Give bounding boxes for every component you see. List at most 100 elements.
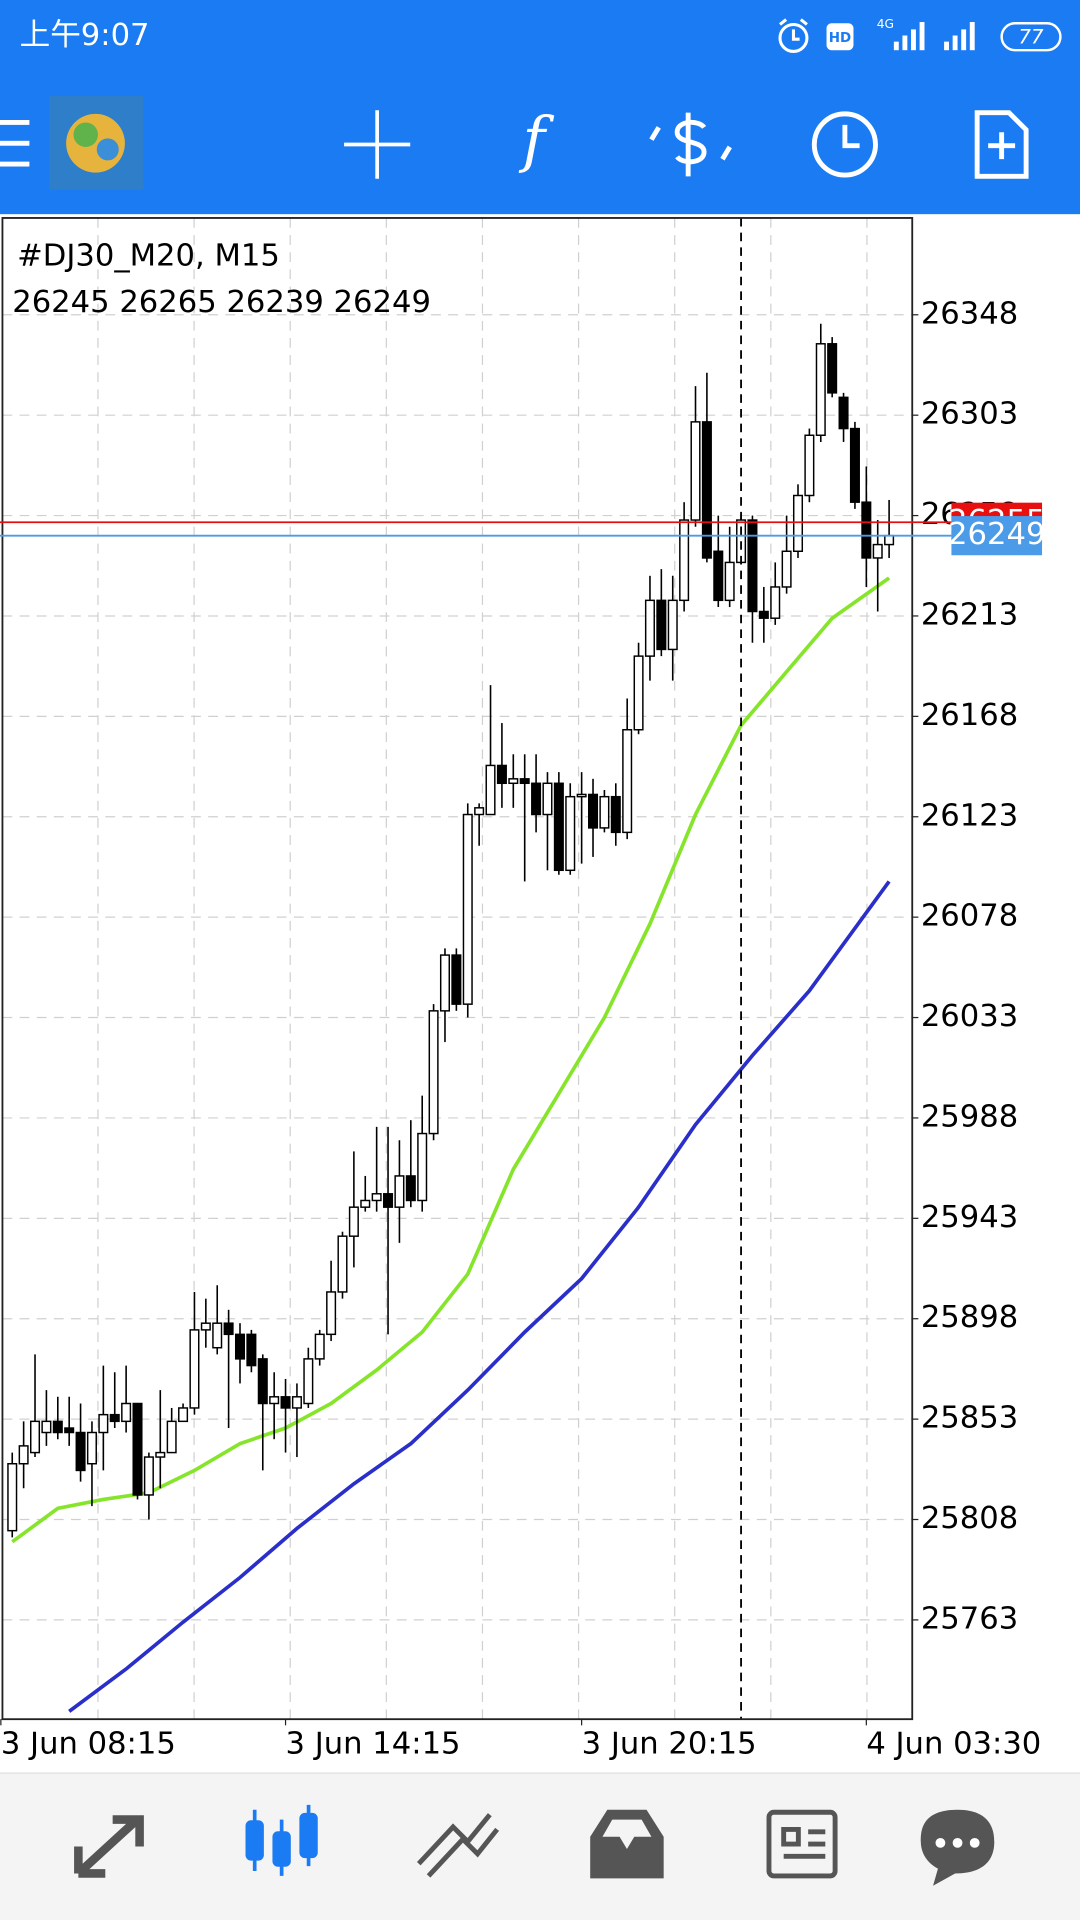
candle-body	[439, 954, 450, 1012]
candle-body	[383, 1193, 394, 1208]
battery-level: 77	[1019, 25, 1044, 48]
app-bar	[0, 0, 1080, 215]
candle-body	[64, 1427, 75, 1434]
y-tick-label: 25808	[921, 1501, 1018, 1536]
candle-body	[519, 778, 530, 785]
candle-body	[485, 764, 496, 816]
period-button[interactable]	[811, 111, 878, 178]
quotes-tab[interactable]	[74, 1815, 144, 1878]
candle-body	[41, 1420, 52, 1434]
menu-button[interactable]	[0, 120, 30, 167]
candle-body	[462, 813, 473, 1005]
trade-button[interactable]	[649, 112, 732, 177]
candle-body	[178, 1407, 189, 1423]
candle-body	[30, 1420, 41, 1454]
candle-body	[804, 434, 815, 497]
news-tab[interactable]	[766, 1809, 838, 1879]
x-tick-label: 3 Jun 14:15	[286, 1726, 461, 1761]
chart-title: #DJ30_M20, M15	[17, 239, 280, 274]
candle-body	[553, 782, 564, 872]
y-tick-label: 25898	[921, 1300, 1018, 1335]
hd-badge	[826, 23, 854, 51]
alarm-icon	[778, 18, 809, 53]
y-tick-label: 26078	[921, 899, 1018, 934]
x-tick-label: 3 Jun 08:15	[1, 1726, 176, 1761]
candle-body	[257, 1358, 268, 1405]
candle-body	[234, 1333, 246, 1360]
app-logo[interactable]	[48, 95, 144, 190]
price-tag	[951, 516, 1043, 556]
status-time: 上午9:07	[20, 18, 150, 53]
y-tick-label: 25943	[921, 1200, 1018, 1235]
candle-body	[610, 795, 621, 834]
y-tick-label: 26033	[921, 999, 1018, 1034]
candle-body	[508, 778, 519, 785]
candle-body	[348, 1206, 359, 1237]
candle-body	[679, 519, 690, 602]
moving-average	[68, 880, 891, 1713]
candle-body	[280, 1396, 291, 1409]
battery-icon	[1000, 22, 1062, 52]
candle-body	[622, 729, 633, 834]
plot-area	[2, 217, 913, 1720]
candle-body	[223, 1322, 234, 1336]
candle-body	[770, 586, 781, 619]
candle-body	[246, 1333, 257, 1367]
candle-body	[713, 550, 724, 602]
candle-body	[849, 427, 860, 503]
candle-body	[75, 1431, 86, 1472]
candle-body	[189, 1329, 200, 1409]
candle-body	[861, 501, 872, 559]
candle-body	[531, 782, 542, 816]
candle-body	[576, 793, 587, 798]
candle-body	[428, 1010, 439, 1135]
candle-body	[815, 343, 826, 436]
y-tick-label: 26168	[921, 698, 1018, 733]
candle-body	[827, 343, 838, 394]
candle-body	[52, 1420, 63, 1434]
chart-background	[0, 214, 1080, 1774]
candle-body	[109, 1413, 120, 1423]
candle-body	[269, 1396, 280, 1405]
candle-body	[360, 1199, 371, 1208]
price-tag-label: 26249	[948, 517, 1045, 552]
hd-label: HD	[829, 31, 851, 46]
candle-body	[200, 1322, 211, 1331]
trade-tab[interactable]	[416, 1813, 500, 1878]
crosshair-button[interactable]	[344, 110, 411, 179]
moving-average	[11, 576, 891, 1544]
candle-body	[143, 1456, 154, 1496]
candle-body	[565, 795, 576, 872]
candle-body	[18, 1445, 29, 1465]
signal-icon	[893, 22, 975, 51]
template-button[interactable]	[974, 110, 1029, 179]
history-tab[interactable]	[590, 1809, 664, 1879]
candle-body	[394, 1175, 405, 1208]
ohlc-readout: 26245 26265 26239 26249	[12, 285, 431, 320]
axes: 2634826303262582621326168261232607826033…	[0, 296, 1045, 1761]
candle-body	[291, 1396, 302, 1409]
candle-body	[758, 610, 769, 619]
candle-body	[121, 1402, 132, 1423]
candle-body	[326, 1291, 337, 1336]
candle-body	[337, 1235, 348, 1293]
candle-body	[132, 1402, 143, 1496]
candle-body	[7, 1463, 18, 1532]
candle-body	[838, 396, 849, 430]
candle-body	[633, 655, 644, 731]
x-tick-label: 3 Jun 20:15	[582, 1726, 757, 1761]
candle-body	[872, 543, 883, 559]
candle-body	[86, 1431, 97, 1465]
chat-tab[interactable]	[920, 1809, 995, 1886]
candle-body	[474, 807, 485, 816]
candle-body	[599, 795, 610, 829]
chart-tab[interactable]	[245, 1804, 318, 1876]
y-tick-label: 26303	[921, 397, 1018, 432]
x-tick-label: 4 Jun 03:30	[866, 1726, 1041, 1761]
y-tick-label: 26213	[921, 597, 1018, 632]
candle-body	[792, 494, 804, 553]
candle-body	[417, 1132, 428, 1202]
bottom-nav	[0, 1773, 1080, 1920]
candle-body	[781, 550, 792, 588]
